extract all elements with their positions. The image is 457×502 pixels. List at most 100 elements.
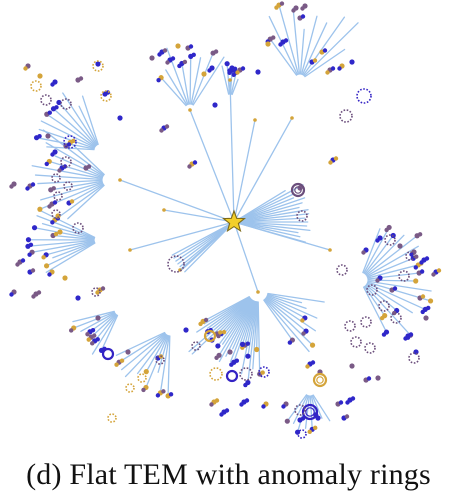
hub-node-layer [118,78,332,294]
edge-line [100,314,119,352]
leaf-node [27,252,32,257]
anomaly-ring [258,366,270,378]
leaf-node [37,206,43,212]
edge-line [233,221,307,243]
leaf-node [188,44,194,49]
leaf-node [375,278,380,283]
edge-line [157,335,170,373]
hub-node [256,290,260,294]
edge-line [121,333,167,371]
edge-line [167,335,171,397]
edge-line [367,279,417,282]
leaf-node [30,182,36,187]
leaf-node [187,164,192,169]
edge-line [252,301,258,370]
edge-line [247,301,258,384]
leaf-node [312,58,318,63]
edge-line [233,209,309,223]
hub-node [328,248,332,252]
hub-node [162,208,166,212]
edge-line [78,105,99,146]
edge-line [367,280,432,292]
leaf-node [224,61,230,67]
edge-line [312,394,331,422]
leaf-node [214,355,219,361]
edge-line [50,180,103,191]
edge-line [304,395,310,429]
anomaly-ring [60,156,72,168]
leaf-node [52,200,58,205]
edge-line [124,333,167,378]
edge-line [189,55,192,105]
edge-line [266,296,306,319]
anomaly-ring [100,90,112,102]
leaf-node [379,315,385,321]
leaf-node [161,389,166,394]
leaf-node [177,63,182,69]
leaf-node [254,346,260,353]
leaf-node [227,349,233,355]
edge-line [365,235,418,276]
leaf-node [291,8,296,13]
edge-line [264,298,314,346]
leaf-node [191,52,196,58]
edge-line [233,221,311,232]
leaf-node [168,392,174,397]
leaf-node [224,408,230,413]
leaf-node [255,69,261,75]
edge-line [363,226,390,274]
edge-line [69,141,105,176]
leaf-node [234,358,240,363]
edge-layer [27,4,432,433]
edge-line [231,78,239,96]
anomaly-ring [91,287,101,297]
leaf-node [62,275,68,281]
edge-line [171,221,235,256]
leaf-node [279,1,285,6]
leaf-node [149,55,155,61]
edge-line [80,312,116,332]
edge-line [267,292,325,303]
leaf-node [260,370,265,375]
anomaly-ring [125,383,135,393]
leaf-node [310,360,316,365]
edge-line [233,119,256,223]
anomaly-ring [191,341,201,351]
edge-line [190,57,202,105]
edge-line [217,299,253,347]
leaf-node [90,328,96,333]
leaf-node [164,124,170,129]
edge-line [54,184,105,221]
leaf-node [85,332,90,337]
leaf-node [345,400,350,405]
leaf-node [47,272,52,277]
leaf-node [47,204,52,209]
leaf-node [53,231,59,237]
leaf-node [235,70,240,75]
leaf-node [86,164,92,169]
leaf-node [271,35,276,40]
leaf-node [41,255,46,260]
leaf-node [245,341,251,346]
anomaly-ring-inner [316,376,324,384]
hub-node [253,118,257,122]
edge-line [365,284,398,312]
edge-line [94,313,117,342]
leaf-node [409,252,414,257]
edge-line [267,293,303,304]
star-icon [222,209,246,233]
edge-line [202,296,250,323]
leaf-node [419,260,424,265]
edge-line [31,240,95,253]
anomaly-ring [239,367,253,381]
anomaly-ring [297,429,307,439]
edge-line [33,227,95,240]
leaf-node [69,199,75,204]
edge-line [265,297,307,332]
anomaly-ring [30,80,42,92]
edge-line [244,301,257,346]
anomaly-ring [378,300,390,312]
anomaly-ring [53,191,63,201]
edge-line [45,241,96,267]
leaf-node [57,229,63,235]
